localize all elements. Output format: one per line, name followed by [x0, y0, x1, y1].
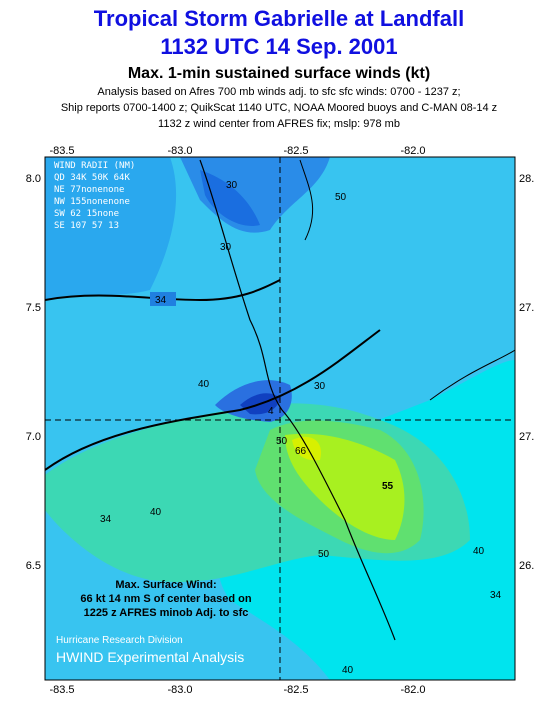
radii-line: SW 62 15none: [54, 209, 119, 219]
tick-label: 8.0: [26, 173, 41, 185]
contour-label: 66: [295, 446, 307, 457]
contour: [429, 349, 515, 401]
subtitle: Max. 1-min sustained surface winds (kt): [128, 65, 430, 82]
tick-label: -83.0: [167, 145, 192, 157]
field-low: [45, 157, 177, 300]
max-wind-line: 66 kt 14 nm S of center based on: [80, 593, 251, 605]
contour-label: 30: [226, 180, 238, 191]
tick-label: 27.: [519, 431, 534, 443]
tick-label: 27.: [519, 302, 534, 314]
max-wind-line: 1225 z AFRES minob Adj. to sfc: [84, 607, 249, 619]
note: Ship reports 0700-1400 z; QuikScat 1140 …: [61, 102, 497, 114]
contour-34: [45, 279, 281, 302]
radii-line: NW 155nonenone: [54, 197, 130, 207]
max-wind-line: Max. Surface Wind:: [115, 579, 216, 591]
coastline: [299, 159, 314, 241]
contour-label: 34: [490, 590, 502, 601]
note: 1132 z wind center from AFRES fix; mslp:…: [158, 118, 400, 130]
tick-label: 7.5: [26, 302, 41, 314]
radii-line: QD 34K 50K 64K: [54, 173, 130, 183]
contour-label: 40: [473, 546, 485, 557]
contour-label: 30: [220, 242, 232, 253]
radii-line: NE 77nonenone: [54, 185, 124, 195]
credit: HWIND Experimental Analysis: [56, 649, 244, 665]
map-frame: [44, 156, 516, 681]
label-bg: [150, 292, 176, 306]
contour-label: 50: [276, 436, 288, 447]
radii-line: SE 107 57 13: [54, 221, 119, 231]
tick-label: -83.5: [49, 684, 74, 696]
tick-label: 28.: [519, 173, 534, 185]
map: [44, 156, 516, 681]
tick-label: 26.: [519, 560, 534, 572]
tick-label: -82.5: [283, 684, 308, 696]
contour-34: [45, 329, 381, 471]
axis-labels: -83.5 -83.0 -82.5 -82.0 -83.5 -83.0 -82.…: [26, 145, 535, 696]
credit: Hurricane Research Division: [56, 635, 183, 646]
time: 1132 UTC 14 Sep. 2001: [160, 34, 397, 59]
tick-label: -82.0: [400, 684, 425, 696]
tick-label: -83.0: [167, 684, 192, 696]
note: Analysis based on Afres 700 mb winds adj…: [97, 86, 460, 98]
contour-label: 40: [150, 507, 162, 518]
tick-label: -82.5: [283, 145, 308, 157]
contour-label: 34: [155, 295, 167, 306]
title: Tropical Storm Gabrielle at Landfall: [94, 6, 464, 31]
tick-label: 6.5: [26, 560, 41, 572]
radii-line: WIND RADII (NM): [54, 161, 135, 171]
coastline: [199, 159, 396, 641]
contour-label: 50: [335, 192, 347, 203]
contour-label: 34: [100, 514, 112, 525]
tick-label: -83.5: [49, 145, 74, 157]
contour-label: 40: [342, 665, 354, 676]
tick-label: 7.0: [26, 431, 41, 443]
contour-label: 4: [268, 406, 274, 417]
max-wind: Max. Surface Wind: 66 kt 14 nm S of cent…: [80, 579, 251, 619]
contour-label: 55: [382, 481, 394, 492]
contour-label: 30: [314, 381, 326, 392]
wind-radii: WIND RADII (NM) QD 34K 50K 64K NE 77none…: [54, 161, 135, 231]
field-60: [292, 436, 321, 461]
tick-label: -82.0: [400, 145, 425, 157]
contour-labels: 30 50 30 34 40 30 4 50 66 55 34 40 50 40…: [100, 180, 502, 676]
contour-label: 40: [198, 379, 210, 390]
field-low: [200, 170, 260, 226]
contour-label: 50: [318, 549, 330, 560]
